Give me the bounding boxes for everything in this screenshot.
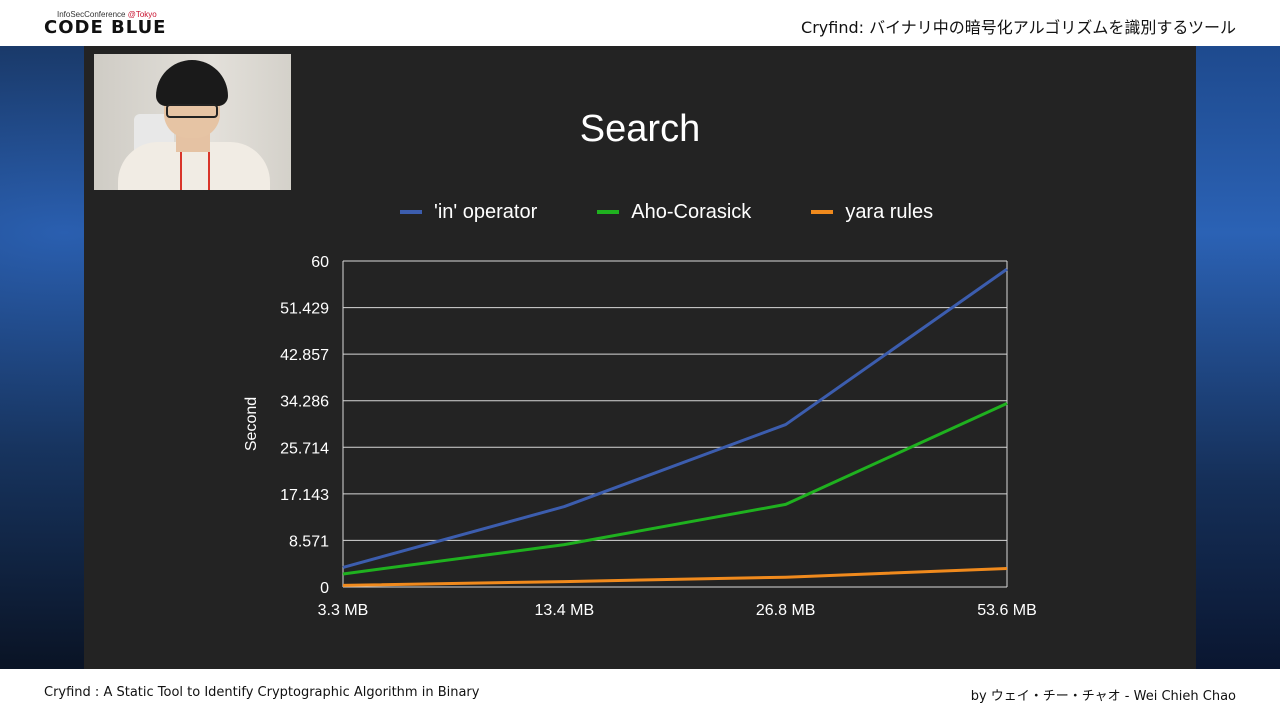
speaker-webcam	[94, 54, 291, 190]
series-line	[342, 401, 1008, 576]
legend-swatch	[597, 210, 620, 214]
series-line	[342, 267, 1008, 569]
y-tick-label: 51.429	[280, 301, 329, 318]
legend-label: Aho-Corasick	[631, 200, 752, 223]
y-tick-label: 42.857	[280, 347, 329, 364]
y-tick-label: 17.143	[280, 487, 329, 504]
x-tick-label: 13.4 MB	[535, 602, 595, 619]
y-axis-title: Second	[243, 397, 260, 451]
legend-item-yara-rules: yara rules	[811, 201, 933, 224]
legend-label: 'in' operator	[434, 200, 538, 223]
legend-item-in-operator: 'in' operator	[400, 201, 537, 224]
footer-speaker: by ウェイ・チー・チャオ - Wei Chieh Chao	[970, 689, 1236, 704]
legend-swatch	[811, 210, 834, 214]
video-background-right	[1196, 46, 1280, 669]
x-tick-label: 3.3 MB	[318, 602, 369, 619]
chart-legend: 'in' operator Aho-Corasick yara rules	[400, 200, 933, 224]
legend-label: yara rules	[845, 200, 934, 223]
y-tick-label: 34.286	[280, 394, 329, 411]
y-tick-label: 60	[311, 254, 329, 271]
footer-talk-title: Cryfind : A Static Tool to Identify Cryp…	[44, 685, 480, 700]
legend-swatch	[400, 210, 422, 214]
conference-tagline: InfoSecConference @Tokyo	[57, 10, 157, 19]
footer-bar	[0, 669, 1280, 720]
talk-title: Cryfind: バイナリ中の暗号化アルゴリズムを識別するツール	[801, 18, 1236, 37]
code-blue-logo: CODE BLUE	[44, 17, 167, 38]
legend-item-aho-corasick: Aho-Corasick	[597, 201, 751, 224]
line-chart: 0 8.571 17.143 25.714 34.286 42.857 51.429 60 3.…	[243, 254, 1037, 619]
series-line	[342, 567, 1008, 587]
x-tick-label: 26.8 MB	[756, 602, 816, 619]
x-tick-label: 53.6 MB	[977, 602, 1037, 619]
y-tick-label: 25.714	[280, 440, 329, 457]
slide-title: Search	[579, 108, 701, 150]
y-tick-label: 8.571	[289, 533, 329, 550]
y-tick-label: 0	[320, 580, 329, 597]
header-bar: InfoSecConference @Tokyo CODE BLUE Cryfi…	[0, 0, 1280, 46]
